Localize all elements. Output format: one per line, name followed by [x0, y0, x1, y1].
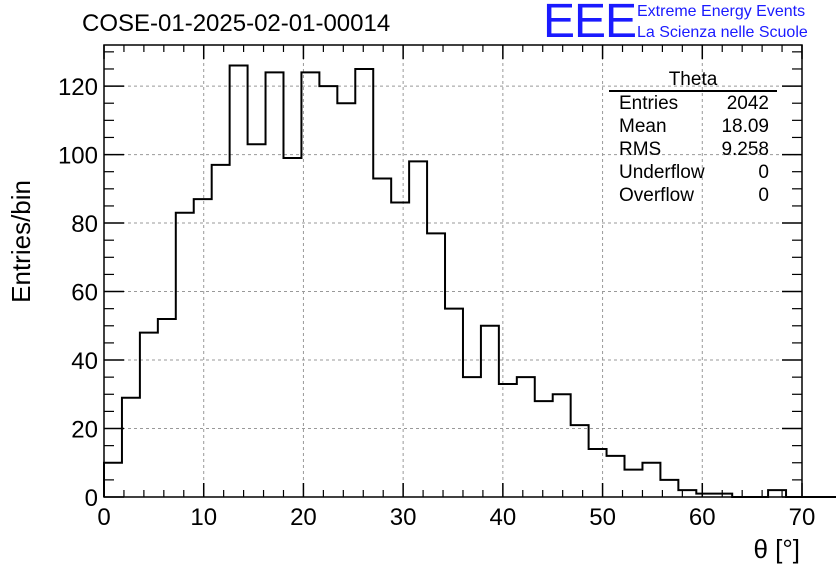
stats-row-overflow: Overflow 0	[607, 184, 777, 207]
y-axis-label: Entries/bin	[6, 180, 36, 303]
stats-row-mean: Mean 18.09	[607, 115, 777, 138]
chart-title: COSE-01-2025-02-01-00014	[82, 10, 391, 37]
histogram-bin	[319, 86, 337, 497]
histogram-bin	[248, 144, 266, 497]
histogram-bin	[122, 398, 140, 497]
x-tick-label: 70	[789, 504, 816, 531]
y-tick-label: 20	[71, 417, 98, 444]
stats-label: Underflow	[619, 162, 705, 183]
histogram-bin	[373, 179, 391, 497]
stats-value: 9.258	[721, 139, 769, 160]
x-tick-labels: 0 10 20 30 40 50 60 70	[97, 504, 815, 531]
histogram-bin	[607, 456, 625, 497]
histogram-bin	[140, 333, 158, 497]
histogram-bin	[571, 425, 589, 497]
y-tick-label: 120	[58, 74, 98, 101]
logo-line-1: Extreme Energy Events	[637, 3, 806, 20]
histogram-bin	[104, 463, 122, 497]
stats-row-rms: RMS 9.258	[607, 138, 777, 161]
x-tick-label: 40	[490, 504, 517, 531]
x-tick-label: 20	[290, 504, 317, 531]
histogram-bin	[463, 377, 481, 497]
histogram-bin	[230, 66, 248, 497]
histogram-bin	[768, 490, 786, 497]
stats-label: RMS	[619, 139, 662, 160]
plot-frame	[103, 44, 803, 498]
histogram-bin	[301, 72, 319, 497]
histogram-bin	[427, 233, 445, 497]
histogram-bin	[283, 158, 301, 497]
y-tick-label: 100	[58, 143, 98, 170]
histogram-bin	[642, 463, 660, 497]
y-tick-label: 40	[71, 348, 98, 375]
stats-value: 2042	[726, 93, 769, 114]
histogram-bin	[266, 72, 284, 497]
histogram-bin	[625, 470, 643, 497]
stats-value: 0	[758, 162, 769, 183]
histogram-bin	[194, 199, 212, 497]
stats-label: Entries	[619, 93, 679, 114]
stats-row-entries: Entries 2042	[607, 92, 777, 115]
histogram-bin	[517, 377, 535, 497]
stats-title: Theta	[609, 70, 777, 92]
stats-value: 0	[758, 185, 769, 206]
y-tick-label: 60	[71, 280, 98, 307]
histogram-bin	[589, 449, 607, 497]
histogram-bin	[158, 319, 176, 497]
y-tick-labels: 0 20 40 60 80 100 120	[58, 74, 98, 512]
x-axis-label: θ [°]	[753, 534, 800, 564]
histogram-bin	[391, 203, 409, 497]
histogram-bin	[481, 326, 499, 497]
histogram-bin	[553, 394, 571, 497]
grid	[104, 45, 802, 497]
histogram-bin	[176, 213, 194, 497]
histogram-bin	[660, 480, 678, 497]
histogram-bin	[409, 161, 427, 497]
x-tick-label: 60	[689, 504, 716, 531]
histogram-bin	[678, 490, 696, 497]
histogram-bin	[337, 103, 355, 497]
stats-label: Overflow	[619, 185, 694, 206]
histogram-bin	[212, 165, 230, 497]
histogram-bin	[535, 401, 553, 497]
x-tick-label: 50	[589, 504, 616, 531]
x-tick-label: 30	[390, 504, 417, 531]
histogram-bin	[499, 384, 517, 497]
logo-line-2: La Scienza nelle Scuole	[637, 24, 808, 41]
histogram-bin	[445, 309, 463, 497]
stats-row-underflow: Underflow 0	[607, 161, 777, 184]
y-tick-label: 0	[85, 485, 98, 512]
stats-value: 18.09	[721, 116, 769, 137]
y-tick-label: 80	[71, 211, 98, 238]
stats-label: Mean	[619, 116, 667, 137]
x-tick-label: 0	[97, 504, 110, 531]
x-tick-label: 10	[190, 504, 217, 531]
eee-logo: EEE	[543, 0, 637, 48]
histogram-bin	[355, 69, 373, 497]
stats-box: Theta Entries 2042 Mean 18.09 RMS 9.258 …	[607, 70, 777, 207]
